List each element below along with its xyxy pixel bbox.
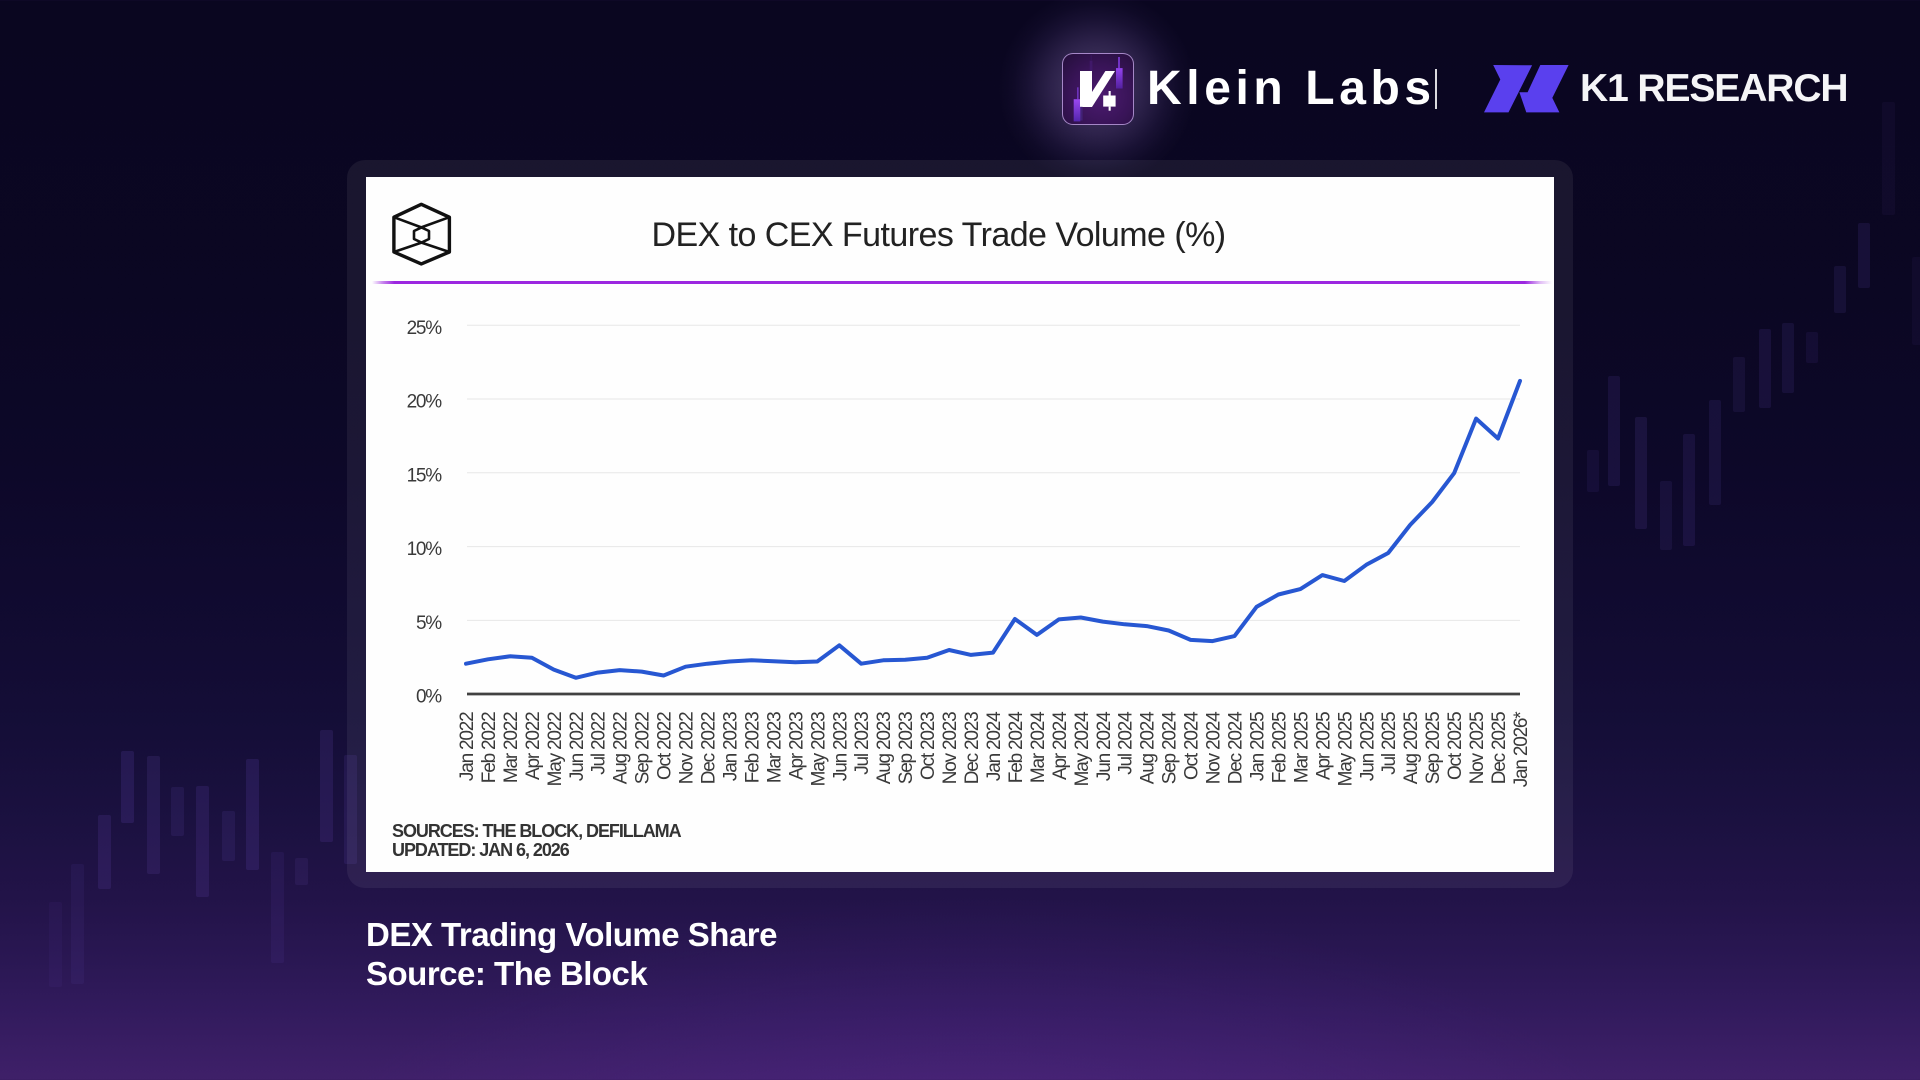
svg-text:Jul 2025: Jul 2025 bbox=[1379, 712, 1400, 775]
svg-text:May 2024: May 2024 bbox=[1072, 711, 1093, 786]
svg-text:Nov 2025: Nov 2025 bbox=[1467, 712, 1488, 784]
svg-text:Mar 2025: Mar 2025 bbox=[1291, 712, 1312, 783]
svg-text:Jan 2025: Jan 2025 bbox=[1248, 712, 1269, 781]
svg-text:May 2025: May 2025 bbox=[1335, 712, 1356, 786]
svg-text:Dec 2024: Dec 2024 bbox=[1226, 711, 1247, 784]
svg-text:Oct 2024: Oct 2024 bbox=[1182, 711, 1203, 780]
svg-text:Feb 2022: Feb 2022 bbox=[479, 712, 500, 783]
svg-text:Dec 2025: Dec 2025 bbox=[1489, 712, 1510, 784]
svg-text:Nov 2022: Nov 2022 bbox=[677, 712, 698, 784]
svg-text:Apr 2025: Apr 2025 bbox=[1313, 712, 1334, 780]
svg-text:Jul 2024: Jul 2024 bbox=[1116, 711, 1137, 775]
svg-text:Jul 2022: Jul 2022 bbox=[589, 712, 610, 775]
svg-text:Aug 2025: Aug 2025 bbox=[1401, 712, 1422, 784]
svg-text:Aug 2024: Aug 2024 bbox=[1138, 711, 1159, 784]
svg-text:Jul 2023: Jul 2023 bbox=[852, 712, 873, 775]
svg-text:Jun 2022: Jun 2022 bbox=[567, 712, 588, 781]
svg-text:May 2022: May 2022 bbox=[545, 712, 566, 786]
svg-text:Jan 2024: Jan 2024 bbox=[984, 711, 1005, 781]
svg-text:5%: 5% bbox=[416, 613, 442, 634]
svg-text:Sep 2023: Sep 2023 bbox=[896, 712, 917, 784]
svg-text:Apr 2024: Apr 2024 bbox=[1050, 711, 1071, 780]
svg-text:Nov 2023: Nov 2023 bbox=[940, 712, 961, 784]
svg-text:Jun 2024: Jun 2024 bbox=[1094, 711, 1115, 781]
svg-text:Mar 2024: Mar 2024 bbox=[1028, 711, 1049, 783]
svg-text:Jun 2025: Jun 2025 bbox=[1357, 712, 1378, 781]
svg-text:Oct 2023: Oct 2023 bbox=[918, 712, 939, 780]
svg-text:Aug 2022: Aug 2022 bbox=[611, 712, 632, 784]
svg-text:Jan 2023: Jan 2023 bbox=[721, 712, 742, 781]
svg-text:Mar 2022: Mar 2022 bbox=[501, 712, 522, 783]
svg-text:Dec 2023: Dec 2023 bbox=[962, 712, 983, 784]
svg-text:Oct 2025: Oct 2025 bbox=[1445, 712, 1466, 780]
svg-text:Feb 2023: Feb 2023 bbox=[743, 712, 764, 783]
svg-text:Oct 2022: Oct 2022 bbox=[655, 712, 676, 780]
svg-text:Apr 2022: Apr 2022 bbox=[523, 712, 544, 780]
svg-text:May 2023: May 2023 bbox=[808, 712, 829, 786]
svg-text:Jan 2022: Jan 2022 bbox=[457, 712, 478, 781]
svg-text:0%: 0% bbox=[416, 687, 442, 708]
svg-text:Sep 2022: Sep 2022 bbox=[633, 712, 654, 784]
svg-text:10%: 10% bbox=[407, 539, 443, 560]
svg-text:Dec 2022: Dec 2022 bbox=[699, 712, 720, 784]
svg-text:Feb 2025: Feb 2025 bbox=[1269, 712, 1290, 783]
svg-text:20%: 20% bbox=[407, 392, 443, 413]
svg-text:Mar 2023: Mar 2023 bbox=[764, 712, 785, 783]
svg-text:25%: 25% bbox=[407, 318, 443, 339]
svg-text:Apr 2023: Apr 2023 bbox=[786, 712, 807, 780]
svg-text:Nov 2024: Nov 2024 bbox=[1204, 711, 1225, 784]
svg-text:Aug 2023: Aug 2023 bbox=[874, 712, 895, 784]
svg-text:Feb 2024: Feb 2024 bbox=[1006, 711, 1027, 783]
svg-text:Sep 2024: Sep 2024 bbox=[1160, 711, 1181, 784]
svg-text:Jun 2023: Jun 2023 bbox=[830, 712, 851, 781]
svg-text:Sep 2025: Sep 2025 bbox=[1423, 712, 1444, 784]
svg-text:15%: 15% bbox=[407, 465, 443, 486]
svg-text:Jan 2026*: Jan 2026* bbox=[1511, 711, 1532, 788]
